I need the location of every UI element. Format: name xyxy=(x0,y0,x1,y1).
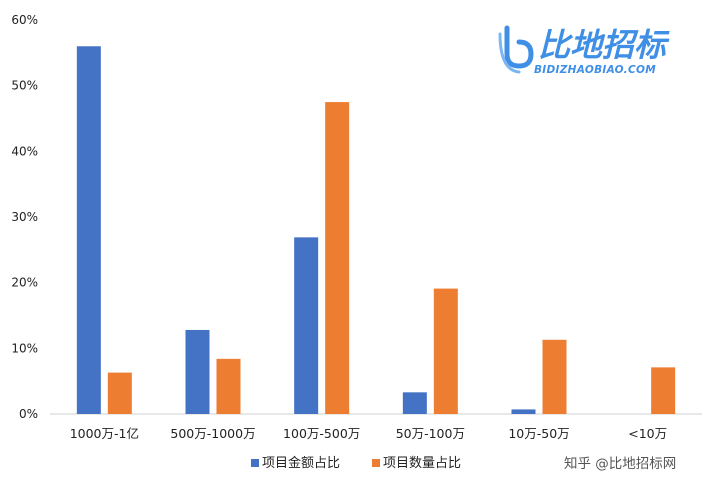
x-category-label: 10万-50万 xyxy=(508,426,569,441)
y-tick-label: 10% xyxy=(11,341,38,355)
bar-amount-share xyxy=(402,392,427,414)
legend: 项目金额占比 项目数量占比 xyxy=(251,455,461,471)
bar-count-share xyxy=(107,372,132,414)
x-category-label: 100万-500万 xyxy=(283,426,360,441)
x-category-label: 1000万-1亿 xyxy=(70,426,139,441)
legend-label-amount: 项目金额占比 xyxy=(262,455,340,471)
legend-swatch-count xyxy=(372,459,380,467)
bar-amount-share xyxy=(511,409,536,414)
brand-logo: 比地招标 BIDIZHAOBIAO.COM xyxy=(498,25,670,76)
y-tick-label: 60% xyxy=(11,13,38,27)
legend-label-count: 项目数量占比 xyxy=(383,456,461,471)
x-category-label: 50万-100万 xyxy=(396,426,465,441)
x-category-label: <10万 xyxy=(628,426,667,441)
zhihu-watermark: 知乎 @比地招标网 xyxy=(564,455,676,472)
y-tick-label: 20% xyxy=(11,276,38,290)
y-tick-label: 30% xyxy=(11,210,38,224)
bar-amount-share xyxy=(294,237,319,414)
bar-count-share xyxy=(651,367,676,414)
x-category-label: 500万-1000万 xyxy=(170,426,255,441)
y-axis-ticks: 0% 10% 20% 30% 40% 50% 60% xyxy=(11,13,38,421)
bar-amount-share xyxy=(76,46,101,415)
legend-swatch-amount xyxy=(251,459,259,467)
y-tick-label: 40% xyxy=(11,144,38,158)
bar-count-share xyxy=(216,358,241,414)
y-tick-label: 0% xyxy=(19,407,38,421)
brand-logo-icon xyxy=(498,25,534,74)
y-tick-label: 50% xyxy=(11,79,38,93)
brand-logo-domain: BIDIZHAOBIAO.COM xyxy=(534,64,656,76)
x-axis-categories: 1000万-1亿 500万-1000万 100万-500万 50万-100万 10万-5… xyxy=(70,426,667,441)
bar-count-share xyxy=(325,102,350,414)
bar-amount-share xyxy=(185,329,210,414)
bars-group xyxy=(76,46,676,415)
brand-logo-text: 比地招标 xyxy=(538,26,670,64)
bar-count-share xyxy=(542,339,567,414)
bar-count-share xyxy=(433,288,458,414)
